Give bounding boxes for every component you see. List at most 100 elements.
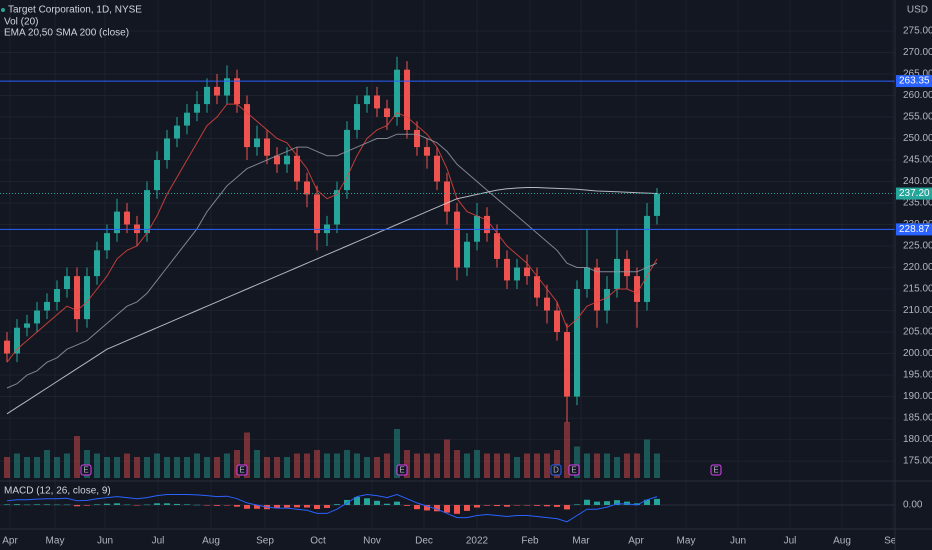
macd-histogram-bar [504, 505, 510, 507]
volume-bar [114, 457, 120, 478]
volume-bar [54, 457, 60, 478]
event-marker [550, 464, 562, 476]
price-line-tag [896, 223, 932, 236]
y-tick-label: 195.00 [903, 370, 932, 381]
volume-label[interactable]: Vol (20) [4, 17, 38, 28]
volume-bar [294, 453, 300, 478]
x-tick-label: Jul [152, 536, 165, 547]
candle-body [364, 95, 370, 105]
volume-bar [614, 457, 620, 478]
candle-body [614, 258, 620, 290]
y-tick-label: 200.00 [903, 348, 932, 359]
x-tick-label: Sep [256, 536, 274, 547]
volume-bar [124, 453, 130, 478]
event-marker [236, 464, 248, 476]
volume-bar [44, 450, 50, 478]
x-tick-label: Apr [2, 536, 18, 547]
volume-bar [254, 450, 260, 478]
candle-body [414, 129, 420, 148]
candle-body [154, 160, 160, 191]
event-label: E [713, 466, 718, 475]
macd-histogram-bar [644, 499, 650, 505]
volume-bar [174, 457, 180, 478]
macd-histogram-bar [384, 503, 390, 505]
event-label: D [553, 466, 559, 475]
y-axis: 175.00 180.00 185.00 190.00 195.00 200.00 205.… [896, 26, 932, 511]
candle-body [174, 125, 180, 139]
volume-bar [374, 457, 380, 478]
candle-body [564, 332, 570, 397]
price-line-tag [896, 75, 932, 88]
candle-body [534, 276, 540, 298]
x-tick-label: 2022 [466, 536, 489, 547]
candle-body [424, 147, 430, 156]
macd-histogram-bar [214, 505, 220, 506]
candle-body [24, 323, 30, 328]
candle-body [584, 267, 590, 290]
macd-histogram-bar [594, 501, 600, 505]
candle-body [604, 289, 610, 311]
volume-bar [134, 457, 140, 478]
macd-histogram-bar [164, 503, 170, 505]
y-tick-label: 265.00 [903, 69, 932, 80]
macd-histogram-bar [284, 505, 290, 508]
price-line-label: 263.35 [899, 76, 930, 87]
y-tick-label: 210.00 [903, 305, 932, 316]
volume-bar [404, 450, 410, 478]
currency[interactable]: USD [907, 5, 928, 16]
macd-histogram-bar [34, 504, 40, 505]
volume-bar [514, 457, 520, 478]
macd-histogram-bar [354, 497, 360, 505]
event-marker [80, 464, 92, 476]
x-tick-label: Aug [202, 536, 220, 547]
macd-histogram-bar [624, 501, 630, 505]
candle-body [514, 267, 520, 281]
macd-histogram-bar [54, 504, 60, 506]
macd-histogram-bar [74, 505, 80, 507]
candle-body [464, 241, 470, 268]
macd-histogram-bar [314, 505, 320, 509]
macd-histogram-bar [634, 503, 640, 505]
macd-histogram-bar [104, 503, 110, 505]
volume-bar [454, 450, 460, 478]
volume-bar [314, 450, 320, 478]
y-tick-label: 240.00 [903, 176, 932, 187]
candle-body [544, 297, 550, 311]
candle-body [524, 267, 530, 277]
volume-bar [284, 457, 290, 478]
volume-bar [94, 453, 100, 478]
macd-histogram-bar [474, 505, 480, 508]
volume-bar [464, 453, 470, 478]
macd-histogram-bar [584, 499, 590, 505]
volume-bar [34, 457, 40, 478]
x-tick-label: Jul [784, 536, 797, 547]
candle-body [624, 258, 630, 277]
event-marker [710, 464, 722, 476]
candle-body [594, 267, 600, 311]
y-tick-label: 190.00 [903, 391, 932, 402]
chart-title[interactable]: Target Corporation, 1D, NYSE [8, 5, 142, 16]
candle-body [374, 95, 380, 109]
candle-body [284, 155, 290, 165]
macd-histogram-bar [144, 504, 150, 506]
macd-label[interactable]: MACD (12, 26, close, 9) [4, 486, 111, 497]
macd-histogram-bar [434, 505, 440, 512]
candle-body [224, 78, 230, 96]
candle-body [484, 215, 490, 234]
volume-bar [164, 457, 170, 478]
candle-body [14, 327, 20, 354]
macd-histogram-bar [414, 505, 420, 510]
macd-tick-label: 0.00 [903, 500, 923, 511]
macd-histogram-bar [604, 501, 610, 505]
volume-bar [434, 453, 440, 478]
candle-body [334, 190, 340, 225]
macd-histogram-bar [24, 504, 30, 506]
macd-histogram-bar [244, 505, 250, 509]
y-tick-label: 255.00 [903, 112, 932, 123]
ma-label[interactable]: EMA 20,50 SMA 200 (close) [4, 28, 129, 39]
moving-average [6, 187, 658, 415]
status-dot [1, 8, 5, 12]
macd-histogram-bar [374, 500, 380, 505]
volume-bar [304, 453, 310, 478]
macd-histogram-bar [494, 505, 500, 507]
